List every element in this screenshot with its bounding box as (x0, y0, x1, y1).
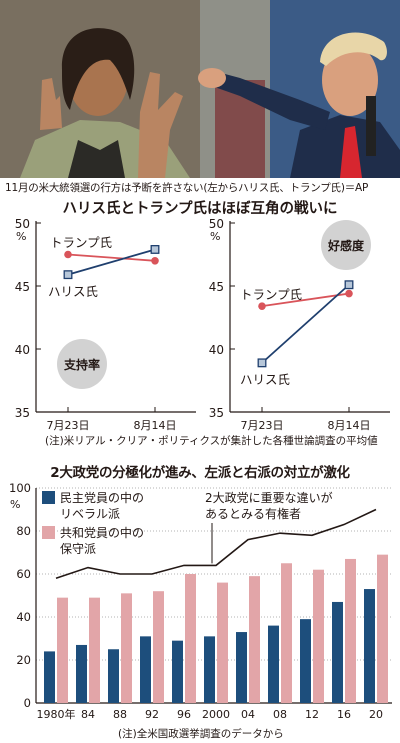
chart-badge (57, 339, 107, 389)
y-tick-label: 0 (24, 696, 31, 710)
y-tick-label: 45 (209, 280, 224, 294)
series-line (261, 292, 350, 308)
news-photo (0, 0, 400, 178)
bar-democrat-liberal (332, 601, 343, 703)
y-tick-label: 35 (209, 406, 224, 420)
series-line-voters (55, 508, 377, 580)
y-unit-label: % (16, 230, 26, 243)
y-tick-label: 20 (16, 653, 31, 667)
data-point-harris (344, 280, 354, 290)
line-annotation: あるとみる有権者 (205, 506, 301, 521)
series-line (67, 248, 156, 276)
bar-democrat-liberal (172, 640, 183, 703)
bar-democrat-liberal (364, 589, 375, 703)
series-label: トランプ氏 (50, 235, 112, 250)
bar-republican-conservative (89, 597, 100, 703)
chart-badge (321, 220, 371, 270)
series-line (67, 253, 156, 262)
x-tick-label: 92 (145, 708, 159, 721)
data-point-trump (151, 257, 159, 265)
legend-label: 民主党員の中の (60, 490, 144, 505)
x-tick-label: 96 (177, 708, 191, 721)
y-tick-label: 50 (15, 217, 30, 231)
data-point-harris (63, 270, 73, 280)
y-tick-label: 80 (16, 524, 31, 538)
x-tick-label: 20 (369, 708, 383, 721)
section1-title: ハリス氏とトランプ氏はほぼ互角の戦いに (62, 201, 338, 217)
bar-republican-conservative (153, 591, 164, 703)
x-tick-label: 16 (337, 708, 351, 721)
x-tick-label: 88 (113, 708, 127, 721)
legend-label: 保守派 (60, 542, 96, 556)
section2-title: 2大政党の分極化が進み、左派と右派の対立が激化 (50, 465, 350, 481)
y-tick-label: 40 (15, 343, 30, 357)
x-tick-label: 8月14日 (328, 419, 371, 432)
section2-note: (注)全米国政選挙調査のデータから (118, 728, 284, 740)
bar-democrat-liberal (204, 636, 215, 703)
legend-swatch (42, 526, 55, 539)
data-point-harris (150, 245, 160, 254)
bar-republican-conservative (313, 569, 324, 703)
chart-badge-label: 好感度 (327, 238, 365, 253)
x-tick-label: 2000 (202, 708, 230, 721)
y-unit-label: % (210, 230, 220, 243)
y-tick-label: 35 (15, 406, 30, 420)
x-tick-label: 8月14日 (134, 419, 177, 432)
x-tick-label: 08 (273, 708, 287, 721)
y-tick-label: 40 (209, 343, 224, 357)
series-label: ハリス氏 (48, 284, 98, 299)
bar-democrat-liberal (76, 644, 87, 703)
bar-democrat-liberal (236, 632, 247, 703)
bar-democrat-liberal (44, 651, 55, 703)
bar-democrat-liberal (268, 625, 279, 703)
bar-democrat-liberal (300, 619, 311, 703)
legend-swatch (42, 491, 55, 504)
x-tick-label: 84 (81, 708, 95, 721)
bar-republican-conservative (281, 563, 292, 703)
legend-label: リベラル派 (60, 507, 120, 521)
x-tick-label: 04 (241, 708, 255, 721)
x-tick-label: 7月23日 (47, 419, 90, 432)
data-point-trump (258, 302, 266, 310)
bar-republican-conservative (345, 558, 356, 703)
photo-caption: 11月の米大統領選の行方は予断を許さない(左からハリス氏、トランプ氏)＝AP (5, 182, 369, 194)
y-unit-label: % (10, 498, 20, 511)
bar-republican-conservative (185, 574, 196, 703)
series-label: ハリス氏 (240, 372, 290, 387)
bar-democrat-liberal (108, 649, 119, 703)
chart-badge-label: 支持率 (63, 357, 100, 372)
y-tick-label: 45 (15, 280, 30, 294)
x-tick-label: 1980年 (37, 707, 76, 721)
data-point-trump (64, 250, 72, 259)
bar-republican-conservative (249, 576, 260, 703)
section1-note: (注)米リアル・クリア・ポリティクスが集計した各種世論調査の平均値 (45, 435, 378, 447)
bar-republican-conservative (121, 593, 132, 703)
series-label: トランプ氏 (240, 287, 302, 302)
data-point-trump (345, 289, 353, 298)
y-tick-label: 60 (16, 567, 31, 581)
x-tick-label: 7月23日 (241, 419, 284, 432)
line-annotation: 2大政党に重要な違いが (205, 490, 333, 505)
bar-democrat-liberal (140, 636, 151, 703)
data-point-harris (257, 358, 267, 368)
legend-label: 共和党員の中の (60, 525, 144, 540)
x-tick-label: 12 (305, 708, 319, 721)
series-line (261, 284, 350, 364)
y-tick-label: 100 (9, 481, 31, 495)
y-tick-label: 40 (16, 610, 31, 624)
bar-republican-conservative (217, 582, 228, 703)
bar-republican-conservative (57, 597, 68, 703)
y-tick-label: 50 (209, 217, 224, 231)
bar-republican-conservative (377, 554, 388, 703)
